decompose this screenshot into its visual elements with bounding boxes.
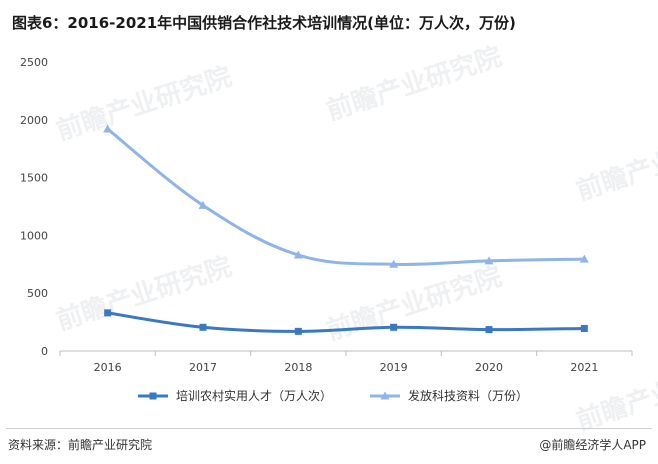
legend-label: 培训农村实用人才（万人次） — [176, 388, 332, 403]
x-tick-label: 2018 — [284, 361, 312, 374]
legend: 培训农村实用人才（万人次） 发放科技资料（万份） — [138, 388, 528, 403]
source-note: 资料来源：前瞻产业研究院 — [8, 438, 153, 452]
watermark-text: 前瞻产业研究院 — [53, 61, 236, 147]
data-point — [293, 250, 303, 259]
y-tick-label: 2000 — [20, 114, 48, 127]
y-tick-label: 0 — [41, 345, 48, 358]
data-point — [198, 200, 208, 209]
legend-label: 发放科技资料（万份） — [408, 388, 528, 403]
series-1 — [104, 309, 588, 335]
brand-credit: @前瞻经济学人APP — [539, 438, 646, 452]
series-line — [106, 127, 585, 266]
data-point — [199, 323, 207, 331]
y-tick-label: 1000 — [20, 229, 48, 242]
data-point — [580, 324, 588, 332]
data-point — [579, 254, 589, 263]
footer-divider — [6, 428, 652, 429]
data-point — [389, 259, 399, 268]
legend-marker — [149, 392, 157, 400]
y-axis: 0 500 1000 1500 2000 2500 — [20, 56, 48, 358]
chart-title: 图表6：2016-2021年中国供销合作社技术培训情况(单位：万人次，万份) — [12, 14, 516, 32]
x-tick-label: 2020 — [475, 361, 503, 374]
watermark-text: 前瞻产业研究院 — [53, 251, 236, 337]
y-tick-label: 1500 — [20, 172, 48, 185]
data-point — [103, 124, 113, 133]
data-point — [294, 327, 302, 335]
watermark-text: 前瞻产业研究院 — [323, 41, 506, 127]
data-point — [390, 323, 398, 331]
watermark-text: 前瞻产业研究院 — [573, 121, 658, 207]
data-point — [104, 309, 112, 317]
y-tick-label: 2500 — [20, 56, 48, 69]
series-2 — [103, 124, 589, 268]
watermark-text: 前瞻产业研究院 — [323, 261, 506, 347]
series-layer — [103, 124, 589, 335]
x-tick-label: 2021 — [570, 361, 598, 374]
data-point — [485, 326, 493, 334]
x-tick-label: 2016 — [94, 361, 122, 374]
x-tick-label: 2017 — [189, 361, 217, 374]
x-axis: 2016 2017 2018 2019 2020 2021 — [59, 350, 633, 374]
x-tick-label: 2019 — [380, 361, 408, 374]
series-line — [107, 311, 585, 333]
y-tick-label: 500 — [27, 287, 48, 300]
legend-marker — [380, 391, 390, 400]
data-point — [484, 256, 494, 265]
